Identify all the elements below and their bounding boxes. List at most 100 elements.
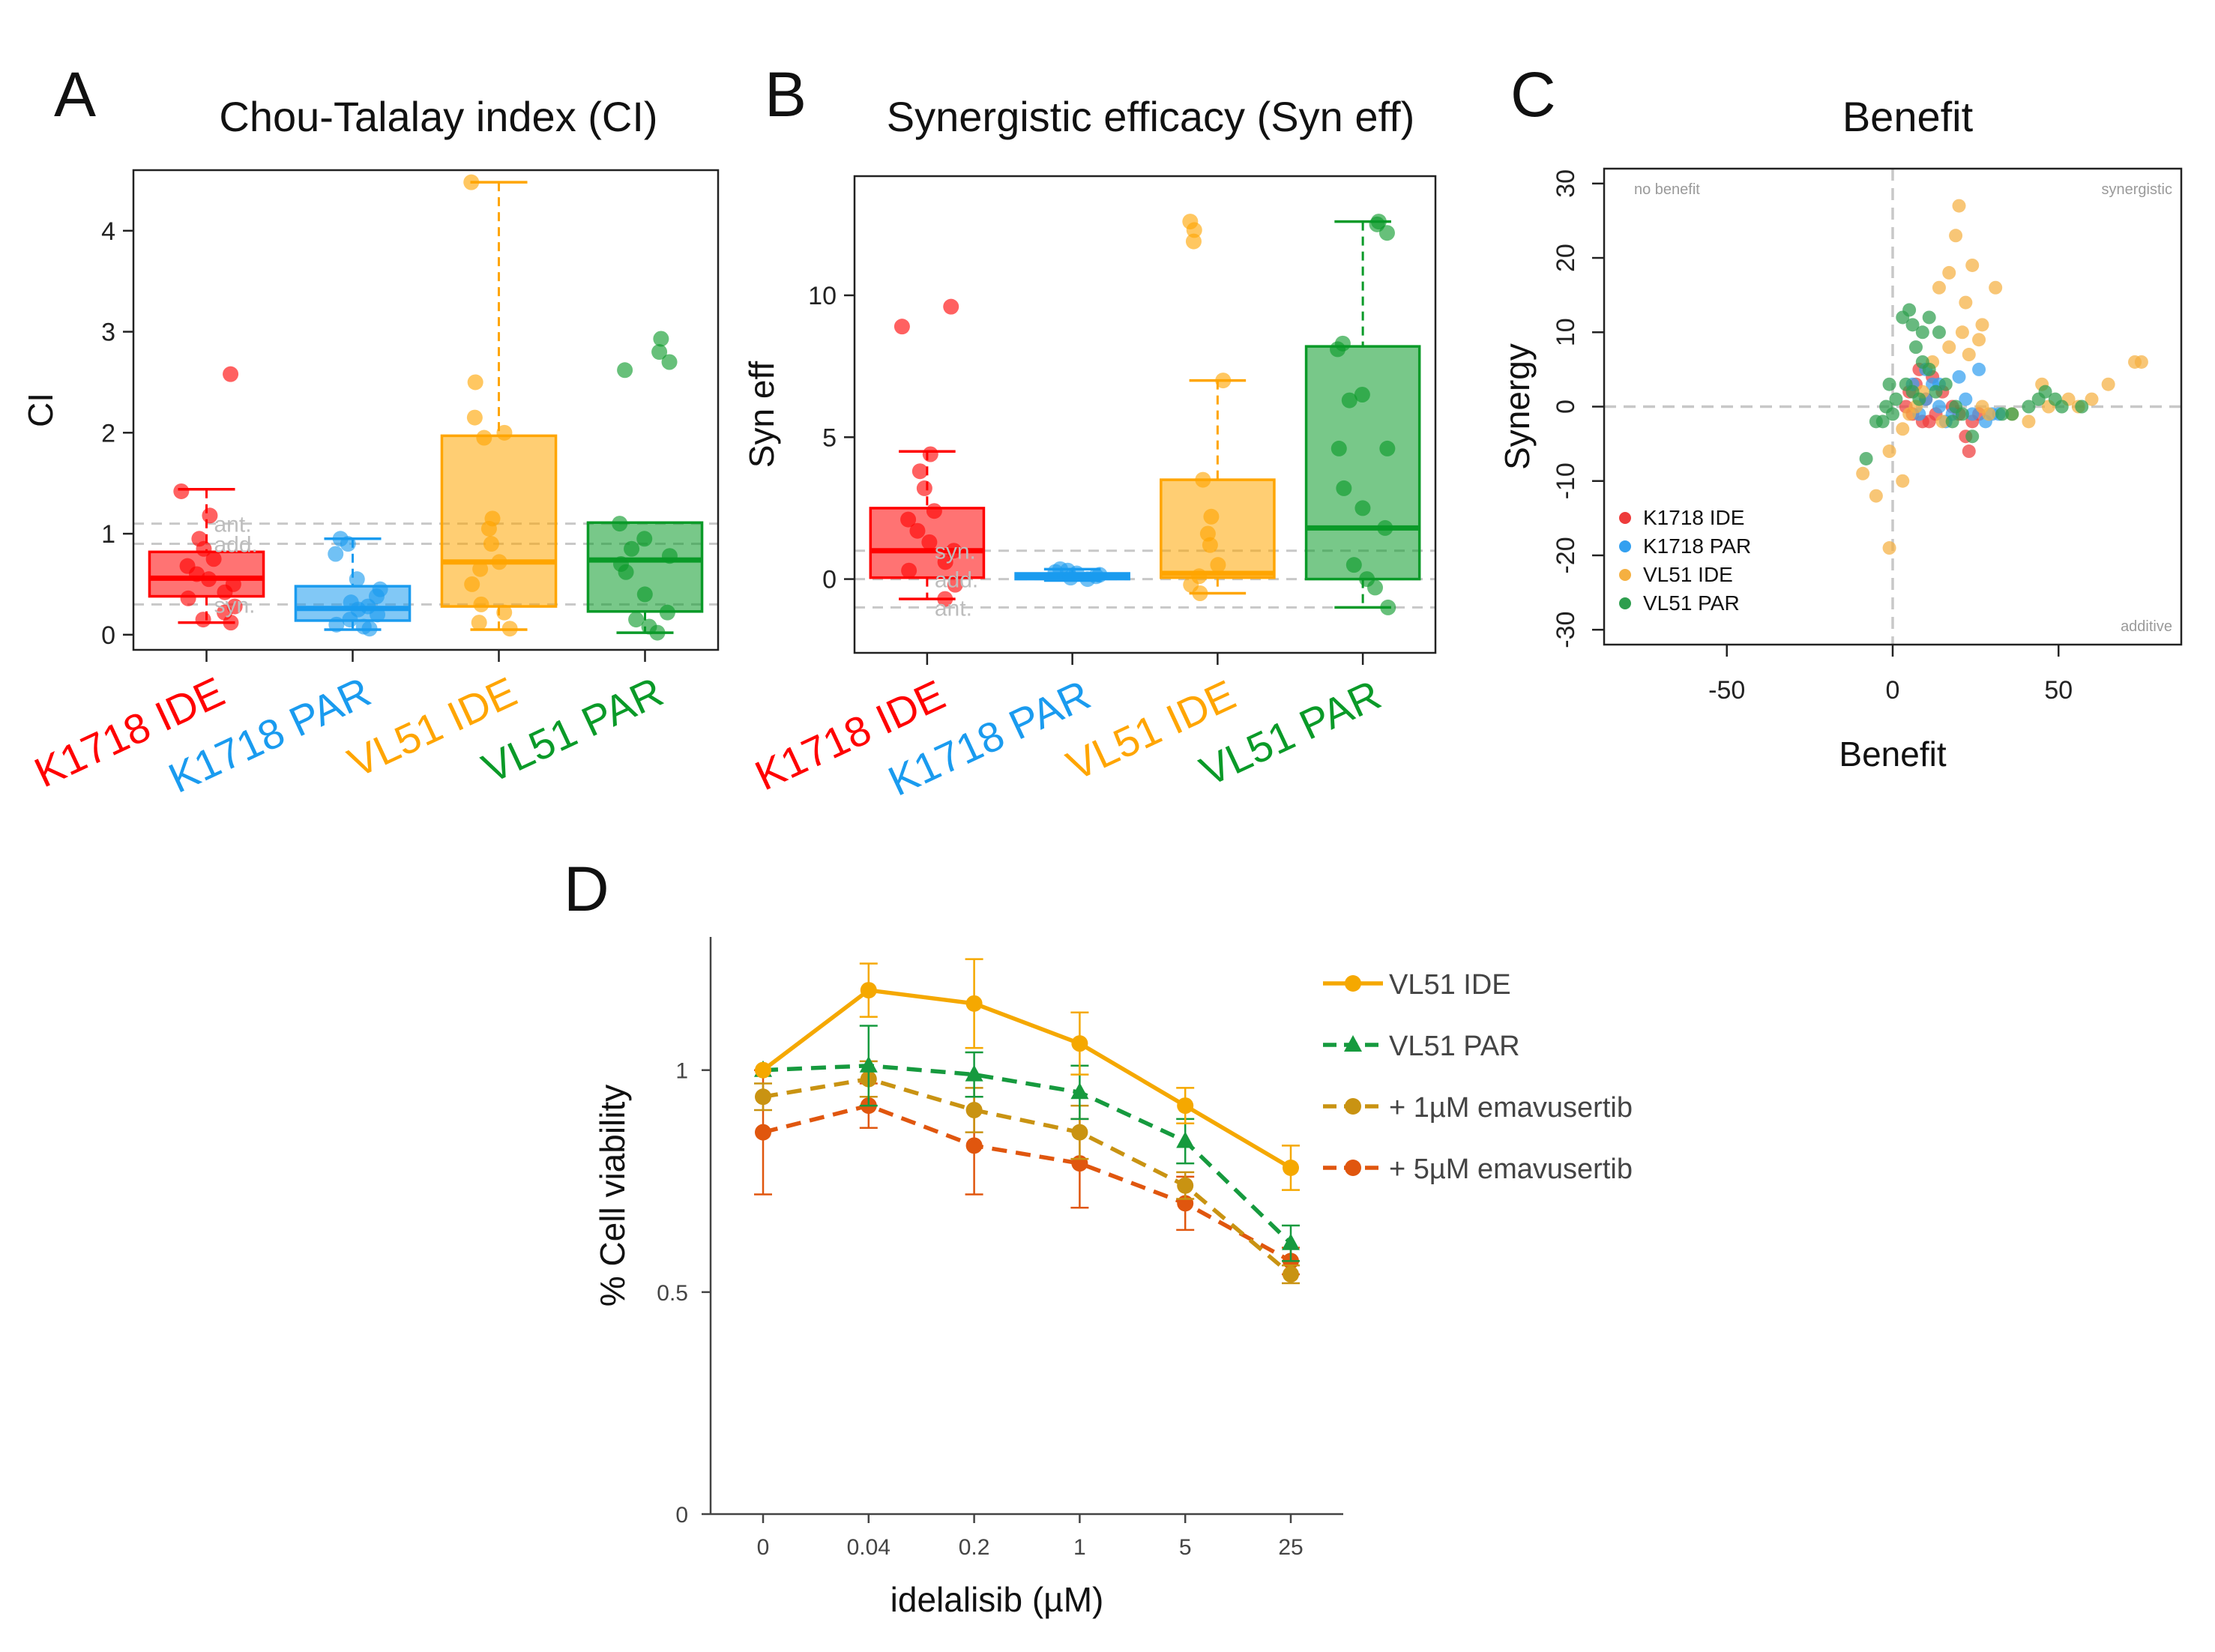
data-point-k1718-ide [901,562,917,579]
data-point-vl51-par [859,1055,878,1073]
data-point-vl51-par [1902,303,1917,317]
data-point-vl51-ide [1972,333,1986,347]
data-point-vl51-ide [496,424,513,441]
data-point-k1718-ide [205,551,222,567]
data-point-vl51-par [1932,325,1946,340]
data-point-vl51-par [649,624,666,641]
data-point-1-m-emavusertib [965,1102,983,1118]
data-point-vl51-ide [483,536,499,552]
x-axis-label: Benefit [1839,735,1946,774]
data-point-vl51-par [1354,387,1370,403]
data-point-vl51-par [1912,392,1926,406]
data-point-vl51-ide [2101,377,2115,391]
data-point-vl51-ide [1975,318,1989,332]
data-point-k1718-ide [1962,444,1976,459]
reference-label-add: add. [935,568,978,593]
data-point-vl51-par [1336,480,1352,496]
data-point-1-m-emavusertib [1283,1266,1299,1283]
data-point-vl51-ide [1882,541,1896,555]
data-point-vl51-par [1378,225,1395,241]
data-point-k1718-ide [217,584,233,600]
data-point-vl51-par [653,331,669,347]
panel-a: A Chou-Talalay index (CI) ant.add. syn. 0 1… [21,59,720,802]
data-point-k1718-par [361,621,378,637]
panel-c: C Benefit no benefit synergistic additive -… [1498,59,2183,774]
data-point-k1718-par [1079,571,1096,588]
series-line-1-m-emavusertib [762,1076,1292,1276]
data-point-vl51-par [1995,407,2010,421]
y-tick-label: 10 [808,282,837,310]
data-point-vl51-ide [1942,340,1956,355]
data-point-k1718-par [1047,564,1064,580]
data-point-vl51-ide [1202,537,1218,553]
data-point-k1718-ide [893,319,910,335]
panel-b-label: B [765,59,807,130]
data-point-vl51-par [1922,362,1936,376]
panel-a-label: A [54,59,96,130]
y-tick-label: 2 [101,419,115,447]
data-point-vl51-par [1908,340,1923,355]
legend-label-vl51-ide: VL51 IDE [1389,969,1511,1001]
data-point-vl51-par [628,612,645,628]
reference-label-syn: syn. [214,593,256,618]
panel-b: B Synergistic efficacy (Syn eff) syn. add… [742,59,1437,805]
data-point-vl51-par [1345,557,1362,573]
data-point-vl51-par [1354,500,1371,516]
panel-c-title: Benefit [1842,93,1974,140]
x-tick-label: 1 [1073,1535,1086,1560]
quadrant-label-additive: additive [2121,618,2172,635]
data-point-k1718-ide [937,591,953,607]
data-point-vl51-par [1380,599,1396,615]
y-tick-label: 1 [101,520,115,549]
data-point-k1718-ide [921,534,938,550]
data-point-vl51-ide [1283,1160,1299,1176]
data-point-k1718-par [342,612,358,628]
data-point-vl51-ide [1195,471,1211,488]
data-point-k1718-ide [946,543,962,559]
data-point-vl51-par [1938,377,1953,391]
data-point-vl51-ide [1896,474,1910,488]
data-point-k1718-ide [196,540,212,557]
data-point-vl51-par [1965,429,1980,444]
data-point-vl51-ide [2085,392,2099,406]
legend-label-k1718-par: K1718 PAR [1643,534,1751,558]
data-point-vl51-par [618,564,634,580]
data-point-vl51-ide [472,561,489,577]
data-point-1-m-emavusertib [1177,1177,1194,1194]
data-point-vl51-ide [1932,280,1946,295]
data-point-vl51-par [612,516,628,532]
y-tick-label: 20 [1552,244,1580,272]
data-point-k1718-par [340,536,356,552]
data-point-k1718-par [1952,370,1966,384]
data-point-vl51-ide [1071,1035,1088,1052]
data-point-vl51-par [1889,392,1903,406]
x-axis-label: idelalisib (µM) [890,1580,1104,1619]
legend-marker-1-m-emavusertib [1345,1098,1361,1115]
y-tick-label: -20 [1552,537,1580,573]
data-point-vl51-ide [1210,557,1226,573]
data-point-vl51-par [636,586,653,603]
reference-label-syn: syn. [935,540,976,564]
data-point-k1718-par [349,571,365,588]
data-point-k1718-ide [189,566,205,582]
data-point-vl51-ide [1989,280,2003,295]
y-axis-label: Synergy [1498,343,1537,470]
data-point-vl51-par [661,548,678,564]
quadrant-label-synergistic: synergistic [2102,181,2172,198]
data-point-vl51-par [1176,1131,1195,1148]
y-tick-label: 5 [822,423,837,452]
data-point-vl51-ide [1982,407,1996,421]
data-point-k1718-ide [223,615,239,631]
data-point-vl51-par [1945,414,1959,429]
data-point-vl51-ide [1882,444,1896,459]
data-point-k1718-ide [201,571,217,588]
plot-frame [132,169,720,651]
legend-marker-vl51-par [1344,1035,1362,1052]
data-point-vl51-ide [1192,585,1208,601]
data-point-k1718-ide [909,522,926,539]
data-point-vl51-ide [1186,222,1202,238]
x-tick-label: 5 [1179,1535,1192,1560]
data-point-k1718-ide [916,480,932,496]
data-point-vl51-par [1955,407,1969,421]
